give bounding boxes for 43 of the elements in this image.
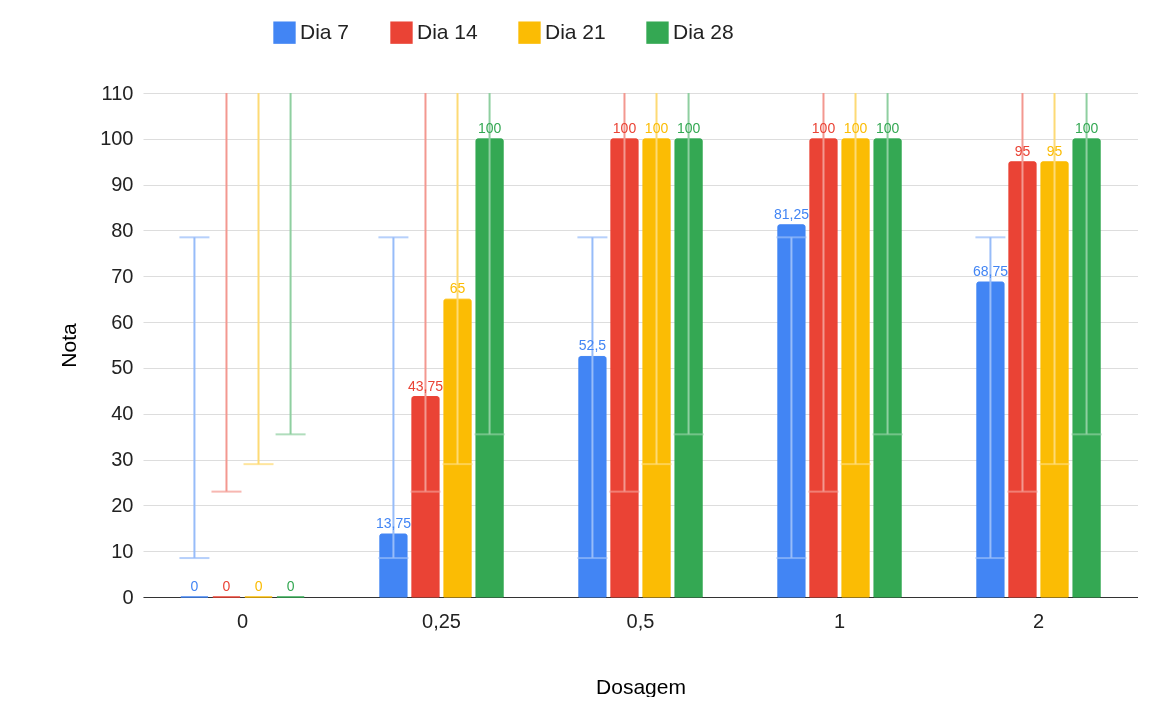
legend-label: Dia 21 (545, 19, 606, 43)
data-label: 100 (843, 119, 868, 136)
data-label: 65 (449, 280, 466, 297)
y-axis-title: Nota (57, 323, 81, 368)
data-label: 81,25 (773, 205, 810, 222)
y-tick-label: 100 (100, 127, 134, 150)
data-label: 95 (1014, 142, 1031, 159)
legend-label: Dia 28 (673, 19, 734, 43)
data-label: 68,75 (972, 263, 1009, 279)
y-tick-label: 10 (111, 539, 134, 562)
y-tick-label: 40 (111, 402, 134, 425)
data-label: 0 (286, 578, 295, 594)
data-label: 100 (612, 119, 637, 136)
data-label: 100 (811, 119, 836, 136)
data-label: 0 (222, 578, 231, 594)
legend-label: Dia 7 (300, 19, 350, 43)
y-tick-label: 110 (101, 81, 134, 104)
y-tick-label: 0 (122, 585, 134, 608)
x-tick-label: 0,25 (422, 609, 461, 632)
y-tick-label: 80 (111, 218, 134, 241)
data-label: 100 (477, 119, 502, 136)
y-tick-label: 90 (111, 173, 134, 196)
data-label: 100 (1074, 119, 1099, 136)
x-tick-label: 1 (833, 609, 846, 632)
data-label: 0 (254, 578, 263, 594)
data-label: 0 (190, 578, 199, 594)
data-label: 100 (644, 119, 669, 136)
y-tick-label: 30 (111, 448, 134, 471)
data-label: 13,75 (375, 515, 412, 531)
data-label: 43,75 (407, 377, 444, 394)
y-tick-label: 60 (111, 310, 134, 333)
x-tick-label: 2 (1032, 609, 1045, 632)
data-label: 95 (1046, 142, 1063, 159)
y-tick-label: 20 (111, 493, 134, 516)
data-label: 100 (676, 119, 701, 136)
data-label: 100 (875, 119, 900, 136)
y-tick-label: 70 (111, 264, 134, 287)
x-axis-title: Dosagem (596, 674, 686, 698)
data-label: 52,5 (578, 337, 607, 354)
x-tick-label: 0,5 (626, 609, 655, 632)
legend-label: Dia 14 (417, 19, 479, 43)
y-tick-label: 50 (111, 356, 134, 379)
x-tick-label: 0 (236, 609, 249, 632)
